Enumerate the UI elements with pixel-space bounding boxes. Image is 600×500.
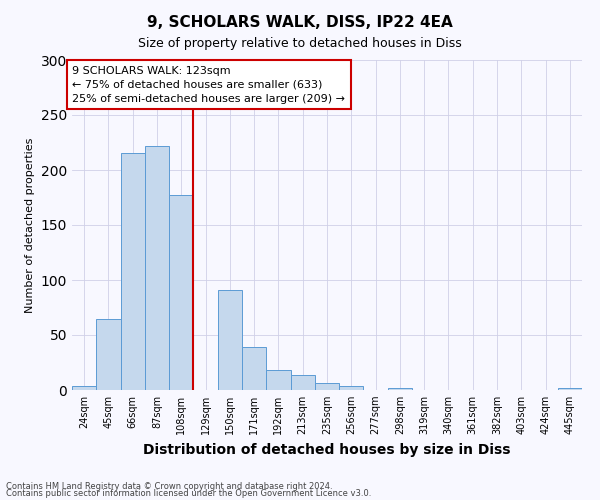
Bar [558,388,582,390]
Bar [290,374,315,390]
Bar [96,318,121,390]
Bar [218,290,242,390]
Bar [169,196,193,390]
Bar [242,347,266,390]
Text: 9 SCHOLARS WALK: 123sqm
← 75% of detached houses are smaller (633)
25% of semi-d: 9 SCHOLARS WALK: 123sqm ← 75% of detache… [73,66,346,104]
Text: Contains HM Land Registry data © Crown copyright and database right 2024.: Contains HM Land Registry data © Crown c… [6,482,332,491]
Y-axis label: Number of detached properties: Number of detached properties [25,138,35,312]
Bar [388,388,412,390]
Text: 9, SCHOLARS WALK, DISS, IP22 4EA: 9, SCHOLARS WALK, DISS, IP22 4EA [147,15,453,30]
Bar [72,386,96,390]
Bar [339,386,364,390]
X-axis label: Distribution of detached houses by size in Diss: Distribution of detached houses by size … [143,442,511,456]
Bar [145,146,169,390]
Bar [315,384,339,390]
Bar [121,154,145,390]
Text: Size of property relative to detached houses in Diss: Size of property relative to detached ho… [138,38,462,51]
Text: Contains public sector information licensed under the Open Government Licence v3: Contains public sector information licen… [6,489,371,498]
Bar [266,370,290,390]
